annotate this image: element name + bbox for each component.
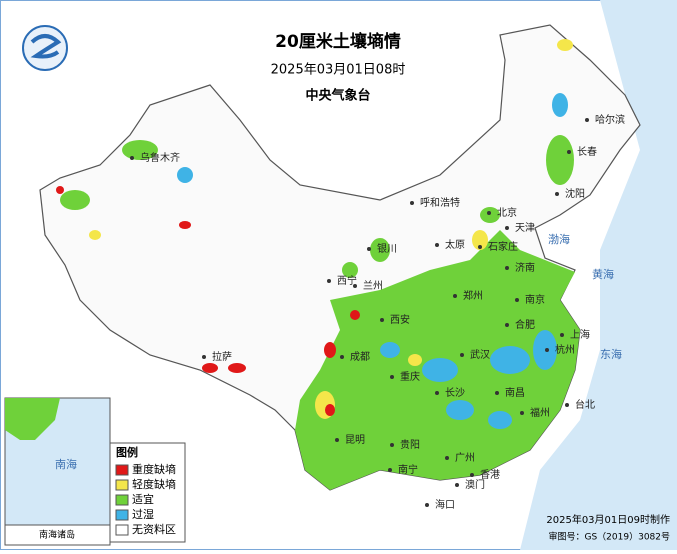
city-label: 沈阳 xyxy=(565,187,585,200)
city-label: 武汉 xyxy=(470,348,490,361)
city-dot xyxy=(515,298,519,302)
legend-label: 重度缺墒 xyxy=(132,462,176,476)
sea-label: 南海 xyxy=(55,457,77,471)
city-dot xyxy=(410,201,414,205)
city-label: 郑州 xyxy=(463,289,483,302)
city-label: 济南 xyxy=(515,261,535,274)
city-label: 昆明 xyxy=(345,434,365,446)
city-dot xyxy=(565,403,569,407)
city-dot xyxy=(425,503,429,507)
city-label: 香港 xyxy=(480,469,500,481)
city-label: 上海 xyxy=(570,328,590,341)
city-label: 银川 xyxy=(377,242,397,255)
city-dot xyxy=(130,156,134,160)
city-label: 拉萨 xyxy=(212,350,232,363)
city-dot xyxy=(380,318,384,322)
legend-swatch xyxy=(115,524,129,536)
city-label: 杭州 xyxy=(555,343,575,356)
city-dot xyxy=(505,266,509,270)
city-label: 台北 xyxy=(575,398,595,411)
city-label: 成都 xyxy=(350,351,370,363)
city-label: 西安 xyxy=(390,313,410,326)
city-dot xyxy=(340,355,344,359)
city-dot xyxy=(585,118,589,122)
city-dot xyxy=(390,375,394,379)
city-label: 乌鲁木齐 xyxy=(140,151,180,164)
legend-swatch xyxy=(115,479,129,491)
inset: 南海诸岛 xyxy=(4,397,111,546)
city-dot xyxy=(435,391,439,395)
city-label: 天津 xyxy=(515,222,535,234)
city-dot xyxy=(505,323,509,327)
legend-label: 轻度缺墒 xyxy=(132,477,176,491)
city-label: 重庆 xyxy=(400,370,420,383)
title: 20厘米土壤墒情 xyxy=(275,31,401,52)
approval-number: 审图号：GS（2019）3082号 xyxy=(549,531,671,543)
city-dot xyxy=(453,294,457,298)
city-dot xyxy=(555,192,559,196)
city-label: 石家庄 xyxy=(488,240,518,253)
city-label: 澳门 xyxy=(465,478,485,491)
city-label: 长沙 xyxy=(445,387,465,399)
city-dot xyxy=(560,333,564,337)
city-dot xyxy=(567,150,571,154)
sea-label: 东海 xyxy=(600,347,622,361)
severe-dry-areas xyxy=(56,186,360,416)
agency: 中央气象台 xyxy=(305,88,370,104)
city-label: 兰州 xyxy=(363,279,383,292)
legend-title: 图例 xyxy=(116,445,138,459)
city-dot xyxy=(460,353,464,357)
city-label: 太原 xyxy=(445,238,465,251)
city-label: 贵阳 xyxy=(400,438,420,451)
city-label: 长春 xyxy=(577,146,597,158)
legend-swatch xyxy=(115,509,129,521)
city-dot xyxy=(478,245,482,249)
legend-swatch xyxy=(115,494,129,506)
legend-label: 过湿 xyxy=(132,508,154,521)
city-dot xyxy=(367,247,371,251)
dry-areas xyxy=(89,39,573,419)
city-dot xyxy=(327,279,331,283)
city-dot xyxy=(388,468,392,472)
city-label: 南宁 xyxy=(398,463,418,476)
city-dot xyxy=(435,243,439,247)
logo xyxy=(22,25,68,71)
city-label: 合肥 xyxy=(515,318,535,331)
legend-label: 无资料区 xyxy=(132,522,176,536)
inset-label: 南海诸岛 xyxy=(39,529,75,541)
city-dot xyxy=(545,348,549,352)
city-label: 北京 xyxy=(497,206,517,219)
city-dot xyxy=(335,438,339,442)
city-dot xyxy=(390,443,394,447)
city-label: 呼和浩特 xyxy=(420,197,460,209)
city-label: 哈尔滨 xyxy=(595,113,625,126)
city-dot xyxy=(202,355,206,359)
city-dot xyxy=(520,411,524,415)
city-label: 西宁 xyxy=(337,274,357,287)
sea-label: 黄海 xyxy=(592,267,614,281)
made-time: 2025年03月01日09时制作 xyxy=(546,513,670,526)
moist-patches xyxy=(60,135,574,278)
city-dot xyxy=(470,473,474,477)
time: 2025年03月01日08时 xyxy=(271,63,406,78)
sea-area xyxy=(520,0,677,550)
city-label: 南京 xyxy=(525,293,545,306)
legend-swatch xyxy=(115,464,129,476)
city-label: 南昌 xyxy=(505,386,525,399)
city-dot xyxy=(353,284,357,288)
city-dot xyxy=(487,211,491,215)
city-label: 广州 xyxy=(455,452,475,464)
city-dot xyxy=(505,226,509,230)
city-dot xyxy=(455,483,459,487)
legend-label: 适宜 xyxy=(132,492,154,506)
city-dot xyxy=(445,456,449,460)
wet-areas xyxy=(177,93,568,429)
sea-label: 渤海 xyxy=(548,232,570,246)
city-label: 海口 xyxy=(435,498,455,511)
city-dot xyxy=(495,391,499,395)
city-label: 福州 xyxy=(530,406,550,419)
